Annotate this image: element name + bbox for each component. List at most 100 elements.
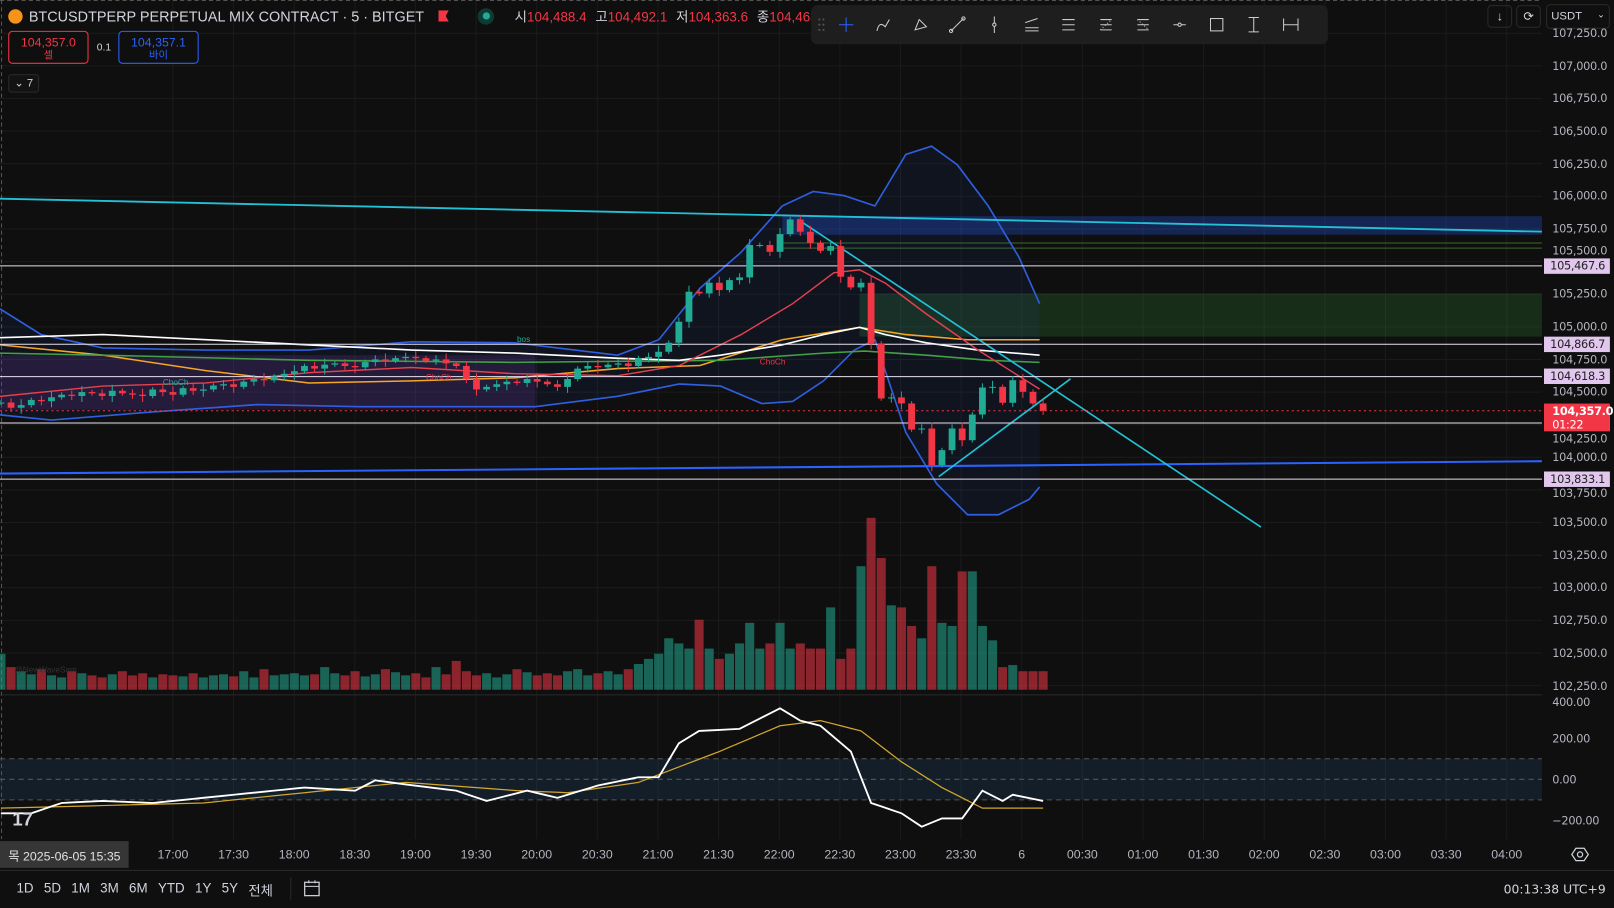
candle[interactable]: [624, 363, 632, 366]
candle[interactable]: [483, 386, 491, 390]
candle[interactable]: [543, 381, 551, 385]
candle[interactable]: [0, 402, 5, 404]
candle[interactable]: [948, 428, 956, 451]
range-button-1y[interactable]: 1Y: [194, 880, 212, 896]
candle[interactable]: [523, 379, 531, 383]
candle[interactable]: [574, 368, 582, 380]
candle[interactable]: [756, 245, 764, 247]
buy-button[interactable]: 104,357.1 바이: [118, 30, 199, 64]
candle[interactable]: [887, 397, 895, 399]
candle[interactable]: [17, 405, 25, 408]
candle[interactable]: [38, 399, 45, 402]
candle[interactable]: [898, 397, 905, 404]
candle[interactable]: [695, 291, 703, 294]
candle[interactable]: [877, 343, 885, 399]
range-button-1d[interactable]: 1D: [16, 880, 34, 896]
candle[interactable]: [301, 365, 308, 372]
candle[interactable]: [1029, 391, 1037, 404]
candle[interactable]: [473, 379, 480, 390]
candle[interactable]: [726, 280, 733, 291]
candle[interactable]: [564, 379, 571, 387]
candle[interactable]: [210, 385, 217, 390]
candle[interactable]: [98, 393, 106, 396]
candle[interactable]: [290, 371, 298, 374]
candle[interactable]: [189, 388, 197, 391]
candle[interactable]: [159, 389, 167, 393]
scroll-to-latest-button[interactable]: ↓: [1487, 5, 1513, 28]
candle[interactable]: [149, 389, 157, 396]
candle[interactable]: [139, 394, 146, 396]
candle[interactable]: [786, 219, 794, 235]
currency-select[interactable]: USDT ⌄: [1546, 4, 1610, 29]
candle[interactable]: [27, 399, 35, 406]
candle[interactable]: [918, 428, 926, 430]
candle[interactable]: [341, 363, 349, 366]
candle[interactable]: [1009, 380, 1017, 403]
candle[interactable]: [614, 363, 622, 365]
candle[interactable]: [260, 379, 268, 381]
candle[interactable]: [847, 276, 855, 288]
flag-icon[interactable]: [438, 10, 449, 22]
candle[interactable]: [908, 403, 915, 430]
tradingview-logo-icon[interactable]: 17: [12, 809, 33, 830]
candle[interactable]: [392, 358, 399, 361]
go-to-date-button[interactable]: [301, 877, 324, 900]
vertical-line-tool-button[interactable]: [976, 9, 1013, 40]
candle[interactable]: [796, 219, 804, 232]
symbol-title[interactable]: BTCUSDTPERP PERPETUAL MIX CONTRACT · 5 ·…: [28, 7, 425, 25]
candle[interactable]: [58, 394, 66, 398]
indicators-toggle-button[interactable]: ⌄ 7: [8, 74, 40, 93]
candle[interactable]: [554, 384, 561, 387]
candle[interactable]: [817, 242, 824, 251]
candle[interactable]: [199, 389, 207, 391]
reset-chart-button[interactable]: ⟳: [1516, 5, 1541, 28]
candle[interactable]: [665, 342, 673, 352]
candle[interactable]: [108, 390, 116, 396]
candle[interactable]: [311, 365, 318, 369]
candle[interactable]: [928, 428, 936, 466]
candle[interactable]: [837, 246, 845, 277]
candle[interactable]: [675, 321, 683, 343]
crosshair-tool-button[interactable]: [828, 9, 865, 40]
market-status-icon[interactable]: [477, 7, 495, 25]
candle[interactable]: [604, 364, 612, 368]
candle[interactable]: [48, 397, 55, 402]
candle[interactable]: [422, 358, 430, 361]
sell-button[interactable]: 104,357.0 셀: [8, 30, 89, 64]
candle[interactable]: [938, 450, 946, 466]
candle[interactable]: [179, 388, 187, 395]
range-button-5d[interactable]: 5D: [43, 880, 61, 896]
candle[interactable]: [746, 245, 754, 278]
candle[interactable]: [7, 402, 15, 408]
candle[interactable]: [594, 365, 602, 368]
trend-line-tool-button[interactable]: [939, 9, 976, 40]
pitchfork-tool-button[interactable]: [1013, 9, 1050, 40]
candle[interactable]: [118, 390, 126, 394]
horizontal-ray-tool-button[interactable]: [1161, 9, 1198, 40]
candle[interactable]: [1039, 403, 1047, 411]
candle[interactable]: [129, 393, 136, 395]
price-range-tool-button[interactable]: [1235, 9, 1272, 40]
candle[interactable]: [968, 414, 976, 441]
candle[interactable]: [533, 379, 541, 382]
candle[interactable]: [240, 381, 248, 387]
fib-extension-tool-button[interactable]: [1124, 9, 1161, 40]
candle[interactable]: [270, 376, 278, 381]
brush-tool-button[interactable]: [902, 9, 939, 40]
candle[interactable]: [979, 387, 986, 415]
candle[interactable]: [999, 386, 1007, 403]
candle[interactable]: [493, 384, 501, 387]
candle[interactable]: [655, 351, 663, 357]
candle[interactable]: [382, 359, 389, 361]
trendline-support[interactable]: [0, 460, 1542, 475]
candle[interactable]: [442, 359, 450, 364]
trendline-resistance[interactable]: [0, 197, 1542, 233]
candle[interactable]: [169, 392, 177, 395]
candle[interactable]: [68, 394, 76, 396]
candle[interactable]: [958, 428, 966, 441]
parallel-channel-tool-button[interactable]: [1050, 9, 1087, 40]
candle[interactable]: [634, 358, 642, 366]
candle[interactable]: [412, 356, 420, 359]
candle[interactable]: [776, 234, 784, 252]
candle[interactable]: [321, 364, 329, 369]
